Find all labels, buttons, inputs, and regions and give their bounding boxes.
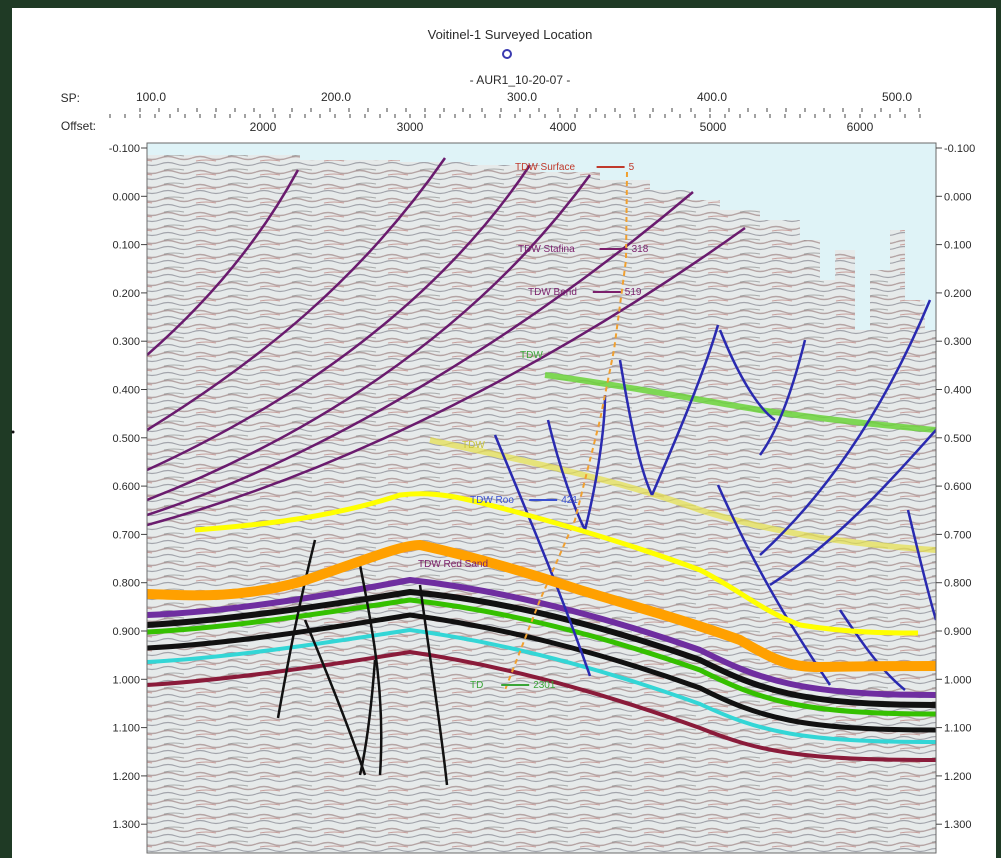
horizon-black-2 (147, 612, 936, 733)
tdw-marker-label: TD (470, 680, 483, 691)
time-tick-label-left: 1.100 (112, 723, 140, 735)
time-tick-label-right: 1.000 (944, 674, 972, 686)
tdw-marker: TDW Stafina 318 (518, 244, 649, 255)
time-tick-label-left: 0.200 (112, 288, 140, 300)
time-tick-label-left: 0.000 (112, 191, 140, 203)
offset-tick-label: 2000 (250, 120, 277, 134)
offset-tick-label: 3000 (397, 120, 424, 134)
time-tick-label-right: 1.200 (944, 771, 972, 783)
time-tick-label-left: 0.300 (112, 336, 140, 348)
time-tick-label-right: 0.000 (944, 191, 972, 203)
time-tick-label-left: 1.200 (112, 771, 140, 783)
tdw-marker-value: 5 (629, 162, 635, 173)
time-tick-label-left: 0.800 (112, 578, 140, 590)
tdw-marker-label: TDW Bend (528, 287, 577, 298)
faults-black (276, 539, 449, 786)
tdw-marker: TDW (462, 440, 485, 451)
horizon-black-1 (147, 588, 936, 708)
sp-tick-label: 400.0 (697, 90, 727, 104)
horizon-cyan (147, 627, 936, 744)
surveyed-location-marker (502, 49, 512, 59)
tdw-marker-label: TDW (520, 350, 543, 361)
time-tick-label-right: 0.100 (944, 240, 972, 252)
time-tick-label-right: 1.300 (944, 819, 972, 831)
tdw-marker-value: 2301 (533, 680, 556, 691)
surface-sky (147, 143, 936, 330)
time-tick-label-right: 0.600 (944, 481, 972, 493)
time-tick-label-left: -0.100 (109, 143, 140, 155)
offset-tick-label: 4000 (550, 120, 577, 134)
time-tick-label-left: 0.900 (112, 626, 140, 638)
faults-deep (493, 299, 936, 691)
line-name: - AUR1_10-20-07 - (470, 73, 571, 87)
horizon-maroon (147, 649, 936, 762)
plot-border (146, 142, 937, 854)
time-axis-right: -0.100 0.000 0.100 0.200 0.300 0.400 0.500 0.60… (936, 143, 975, 831)
sp-tick-label: 300.0 (507, 90, 537, 104)
time-tick-label-right: 0.300 (944, 336, 972, 348)
tdw-marker-value: 421 (561, 495, 578, 506)
offset-tick-label: 6000 (847, 120, 874, 134)
faults-shallow (147, 157, 746, 527)
figure-title: Voitinel-1 Surveyed Location (428, 27, 593, 42)
time-tick-label-right: 0.500 (944, 433, 972, 445)
offset-axis-label: Offset: (61, 119, 96, 133)
offset-tick-label: 5000 (700, 120, 727, 134)
tdw-marker: TD 2301 (470, 680, 556, 691)
tdw-marker: TDW (520, 350, 543, 361)
tdw-marker-label: TDW Roo (470, 495, 514, 506)
time-tick-label-left: 0.500 (112, 433, 140, 445)
horizon-shallow-green (544, 372, 936, 433)
tdw-marker: TDW Roo 421 (470, 495, 578, 506)
edge-dot (11, 430, 15, 434)
time-tick-label-left: 1.300 (112, 819, 140, 831)
tdw-marker: TDW Red Sand (418, 559, 488, 570)
time-tick-label-left: 0.700 (112, 529, 140, 541)
time-tick-label-right: 0.700 (944, 529, 972, 541)
horizon-purple (147, 576, 936, 698)
horizon-green (147, 597, 936, 717)
time-tick-label-right: 0.800 (944, 578, 972, 590)
tdw-marker-label: TDW Stafina (518, 244, 575, 255)
sp-tick-label: 100.0 (136, 90, 166, 104)
interpreted-orange-horizon (147, 539, 936, 673)
tdw-marker-label: TDW (462, 440, 485, 451)
time-tick-label-left: 0.400 (112, 385, 140, 397)
time-tick-label-right: 1.100 (944, 723, 972, 735)
time-tick-label-right: -0.100 (944, 143, 975, 155)
time-axis-left: -0.100 0.000 0.100 0.200 0.300 0.400 0.500 0.60… (109, 143, 147, 831)
time-tick-label-right: 0.400 (944, 385, 972, 397)
time-tick-label-right: 0.200 (944, 288, 972, 300)
time-tick-label-left: 0.600 (112, 481, 140, 493)
tdw-marker: TDW Bend 519 (528, 287, 642, 298)
sp-tick-label: 200.0 (321, 90, 351, 104)
tdw-marker-value: 318 (632, 244, 649, 255)
time-tick-label-left: 0.100 (112, 240, 140, 252)
offset-axis: 2000 3000 4000 5000 6000 (109, 114, 921, 134)
interpreted-yellow-horizon (194, 491, 919, 636)
time-tick-label-left: 1.000 (112, 674, 140, 686)
tdw-marker-label: TDW Surface (515, 162, 575, 173)
tdw-marker-label: TDW Red Sand (418, 559, 488, 570)
tdw-marker: TDW Surface 5 (515, 162, 635, 173)
horizon-shallow-yellow (429, 437, 936, 553)
sp-tick-label: 500.0 (882, 90, 912, 104)
sp-axis: 100.0 200.0 300.0 400.0 500.0 (136, 90, 920, 112)
tdw-marker-value: 519 (625, 287, 642, 298)
time-tick-label-right: 0.900 (944, 626, 972, 638)
sp-axis-label: SP: (61, 91, 80, 105)
